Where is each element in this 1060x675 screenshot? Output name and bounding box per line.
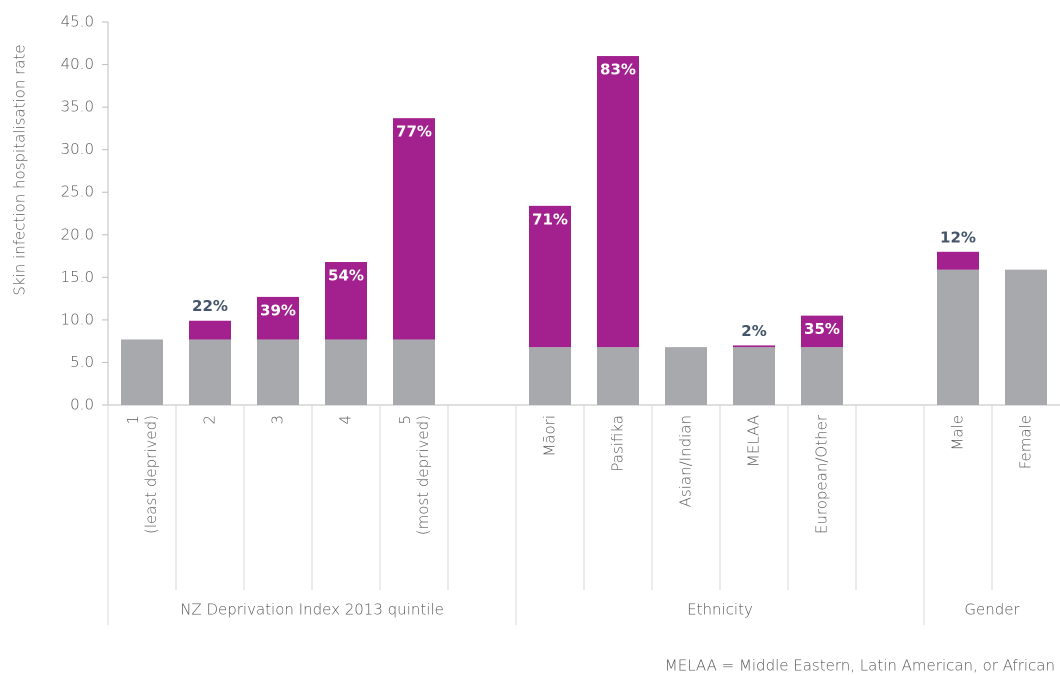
y-tick-label: 35.0: [61, 98, 94, 116]
y-axis-title: Skin infection hospitalisation rate: [11, 44, 29, 295]
footnote: MELAA = Middle Eastern, Latin American, …: [665, 657, 1055, 675]
bar-segment: [733, 347, 775, 405]
data-label: 12%: [940, 228, 976, 246]
y-tick-label: 20.0: [61, 225, 94, 243]
x-tick-label: 4: [337, 415, 355, 425]
group-label: Ethnicity: [687, 601, 753, 619]
x-tick-label: European/Other: [813, 414, 831, 534]
bar-segment: [189, 320, 231, 340]
bar-segment: [393, 339, 435, 405]
bar-segment: [257, 296, 299, 340]
bar-segment: [529, 205, 571, 348]
bar-segment: [937, 269, 979, 405]
x-tick-label: Asian/Indian: [677, 415, 695, 507]
x-tick-label: 2: [201, 415, 219, 425]
y-tick-label: 40.0: [61, 55, 94, 73]
bar-segment: [325, 339, 367, 405]
bar-segment: [801, 315, 843, 348]
bar-segment: [257, 339, 299, 405]
x-tick-label: 5(most deprived): [396, 415, 432, 535]
y-tick-label: 10.0: [61, 310, 94, 328]
bar-segment: [1005, 269, 1047, 405]
data-label: 83%: [600, 61, 636, 79]
bar-segment: [121, 339, 163, 405]
bar-segment: [597, 347, 639, 405]
bar-segment: [665, 347, 707, 405]
data-label: 39%: [260, 301, 296, 319]
bar-segment: [529, 347, 571, 405]
bar-segment: [937, 251, 979, 270]
data-label: 22%: [192, 297, 228, 315]
x-tick-label: 1(least deprived): [124, 415, 160, 534]
data-label: 35%: [804, 320, 840, 338]
data-label: 71%: [532, 210, 568, 228]
bar-segment: [597, 56, 639, 348]
y-tick-label: 0.0: [70, 396, 94, 414]
bar-segment: [325, 262, 367, 340]
x-tick-label: 3: [269, 415, 287, 425]
group-label: Gender: [964, 601, 1020, 619]
group-label: NZ Deprivation Index 2013 quintile: [180, 601, 444, 619]
x-tick-label: Māori: [541, 415, 559, 457]
data-label: 54%: [328, 267, 364, 285]
bar-segment: [189, 339, 231, 405]
x-tick-label: Male: [949, 415, 967, 451]
y-tick-label: 15.0: [61, 268, 94, 286]
y-tick-label: 30.0: [61, 140, 94, 158]
x-tick-label: Pasifika: [609, 415, 627, 472]
x-tick-label: MELAA: [745, 415, 763, 467]
bar-segment: [733, 345, 775, 348]
y-tick-label: 45.0: [61, 13, 94, 31]
y-tick-label: 25.0: [61, 183, 94, 201]
data-label: 2%: [741, 322, 766, 340]
bar-segment: [801, 347, 843, 405]
y-tick-label: 5.0: [70, 353, 94, 371]
x-tick-label: Female: [1017, 415, 1035, 469]
data-label: 77%: [396, 123, 432, 141]
bar-segment: [393, 118, 435, 340]
